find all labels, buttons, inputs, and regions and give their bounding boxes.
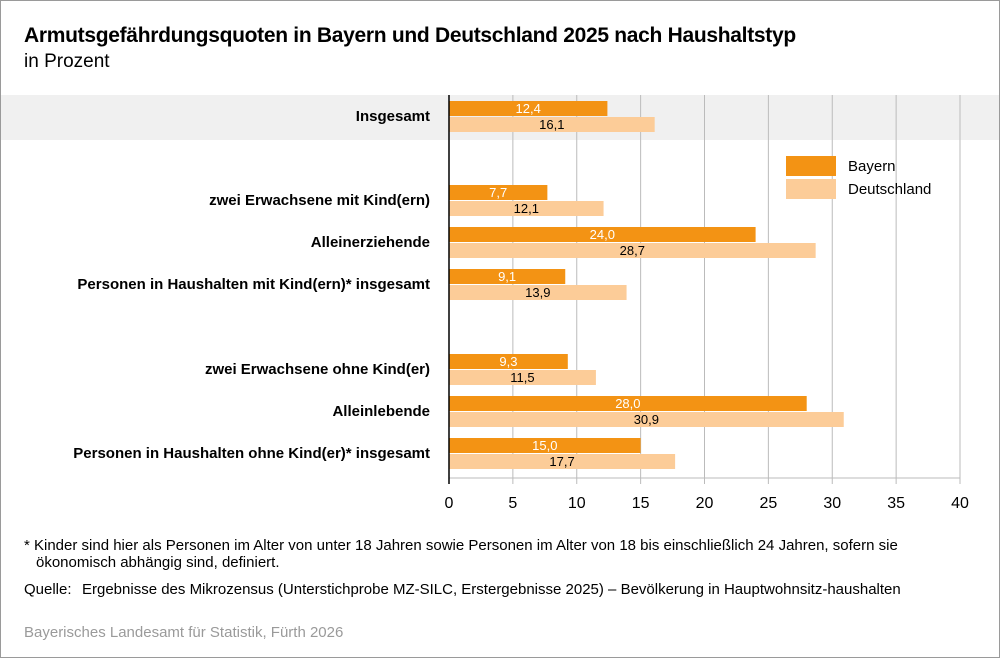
data-label: 24,0 (590, 227, 615, 242)
data-label: 28,7 (620, 243, 645, 258)
x-tick-label: 10 (568, 495, 586, 512)
data-label: 11,5 (510, 370, 534, 385)
category-label: Personen in Haushalten ohne Kind(er)* in… (73, 445, 430, 462)
credit: Bayerisches Landesamt für Statistik, Für… (24, 624, 344, 641)
bar-deutschland (449, 285, 627, 300)
data-label: 9,1 (498, 269, 516, 284)
data-label: 17,7 (549, 454, 574, 469)
source-label: Quelle: (24, 581, 72, 598)
category-label: Alleinerziehende (311, 234, 430, 251)
x-tick-label: 15 (632, 495, 650, 512)
data-label: 12,1 (514, 201, 539, 216)
legend-label-bayern: Bayern (848, 158, 896, 175)
data-label: 15,0 (532, 438, 557, 453)
category-label: Alleinlebende (332, 403, 430, 420)
data-label: 28,0 (615, 396, 640, 411)
bar-bayern (449, 354, 568, 369)
x-tick-label: 5 (508, 495, 517, 512)
x-tick-label: 40 (951, 495, 969, 512)
bar-deutschland (449, 201, 604, 216)
data-label: 9,3 (499, 354, 517, 369)
category-label: Insgesamt (356, 108, 430, 125)
category-label: Personen in Haushalten mit Kind(ern)* in… (77, 276, 430, 293)
bar-deutschland (449, 243, 816, 258)
bar-deutschland (449, 412, 844, 427)
bar-bayern (449, 185, 548, 200)
legend-swatch-bayern (786, 156, 836, 176)
x-tick-label: 0 (445, 495, 454, 512)
data-label: 13,9 (525, 285, 550, 300)
bar-bayern (449, 438, 641, 453)
source: Quelle: Ergebnisse des Mikrozensus (Unter… (24, 581, 944, 598)
bar-bayern (449, 396, 807, 411)
x-tick-label: 25 (759, 495, 777, 512)
x-tick-label: 30 (823, 495, 841, 512)
bar-bayern (449, 269, 566, 284)
category-label: zwei Erwachsene mit Kind(ern) (209, 192, 430, 209)
source-text: Ergebnisse des Mikrozensus (Unterstichpr… (82, 581, 901, 598)
bar-bayern (449, 101, 608, 116)
x-tick-label: 20 (696, 495, 714, 512)
bar-deutschland (449, 454, 676, 469)
bar-deutschland (449, 370, 596, 385)
chart-subtitle: in Prozent (24, 51, 110, 72)
footnote: * Kinder sind hier als Personen im Alter… (24, 537, 898, 571)
data-label: 12,4 (516, 101, 541, 116)
data-label: 30,9 (634, 412, 659, 427)
legend-swatch-deutschland (786, 179, 836, 199)
bar-bayern (449, 227, 756, 242)
bar-chart: 0 5 10 15 20 25 30 35 40 Insgesamt 12,416,1 zwei Er… (1, 95, 999, 512)
x-tick-label: 35 (887, 495, 905, 512)
bar-deutschland (449, 117, 655, 132)
legend-label-deutschland: Deutschland (848, 181, 931, 198)
category-label: zwei Erwachsene ohne Kind(er) (205, 361, 430, 378)
data-label: 16,1 (539, 117, 564, 132)
data-label: 7,7 (489, 185, 507, 200)
chart-title: Armutsgefährdungsquoten in Bayern und De… (24, 24, 796, 47)
